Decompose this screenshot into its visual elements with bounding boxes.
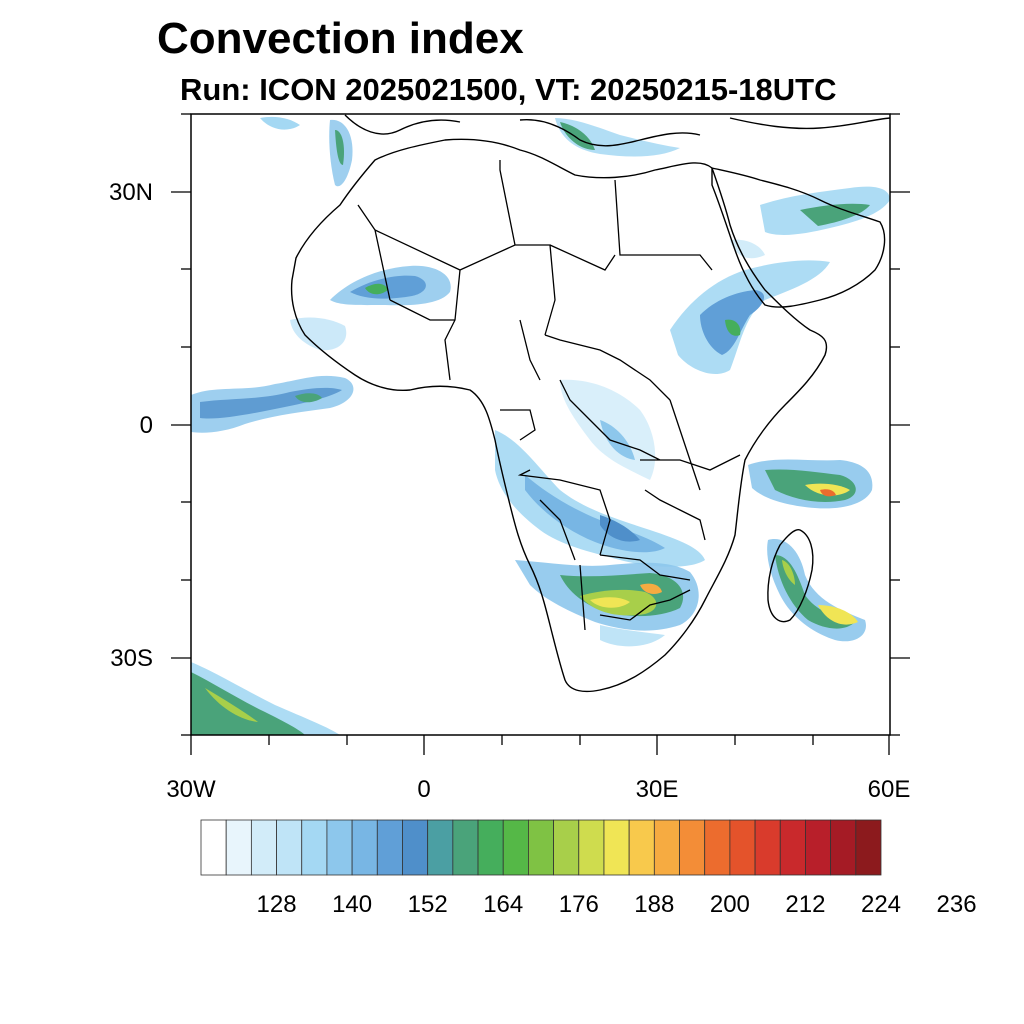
europe-coastline [344,114,890,147]
colorbar-swatch [754,819,781,876]
lat-label-0: 0 [140,412,153,439]
lat-ticks [171,113,910,736]
colorbar-swatch [704,819,731,876]
colorbar-swatch [477,819,504,876]
field-horn-ethiopia [670,260,830,375]
colorbar-swatch [502,819,529,876]
africa-coastline [290,138,828,693]
field-west-equatorial-atlantic [191,375,354,433]
colorbar-label: 212 [785,891,825,918]
colorbar-swatch [376,819,403,876]
country-borders [357,160,741,631]
lat-label-30s: 30S [110,645,153,672]
colorbar-swatch [326,819,353,876]
run-valid-time: Run: ICON 2025021500, VT: 20250215-18UTC [180,72,837,107]
colorbar-swatch [779,819,806,876]
colorbar-label: 224 [861,891,901,918]
field-sahel-west [290,265,451,351]
arabia-coastline [711,167,886,308]
colorbar-swatch [553,819,580,876]
lon-label-30w: 30W [166,776,216,803]
map-title: Convection index [157,14,524,63]
colorbar-label: 176 [559,891,599,918]
colorbar-swatch [200,819,227,876]
lat-label-30n: 30N [109,179,153,206]
colorbar-swatch [679,819,706,876]
colorbar-label: 200 [710,891,750,918]
colorbar-swatch [528,819,554,876]
colorbar-label: 128 [257,891,297,918]
field-arabian-gulf [730,186,890,259]
colorbar: 128 140 152 164 176 188 200 212 224 236 [200,819,977,918]
colorbar-label: 236 [937,891,977,918]
colorbar-swatch [855,819,882,876]
field-botswana-zimbabwe [515,560,699,647]
colorbar-swatch [402,819,429,876]
colorbar-swatch [452,819,479,876]
field-madagascar [767,539,866,642]
lon-label-30e: 30E [636,776,679,803]
field-congo-angola-zambia [495,379,705,567]
colorbar-label: 188 [634,891,674,918]
colorbar-label: 140 [332,891,372,918]
colorbar-swatch [628,819,655,876]
lon-ticks [190,735,890,755]
colorbar-swatch [578,819,605,876]
lon-label-0: 0 [417,776,430,803]
colorbar-swatch [351,819,378,876]
colorbar-swatch [805,819,832,876]
colorbar-swatch [653,819,680,876]
colorbar-swatch [250,819,277,876]
coastlines [290,114,890,693]
colorbar-swatch [830,819,857,876]
madagascar-coastline [767,528,814,623]
lon-label-60e: 60E [868,776,911,803]
colorbar-swatch [427,819,454,876]
colorbar-swatch [225,819,252,876]
field-indian-ocean-east [748,459,873,509]
colorbar-label: 164 [483,891,523,918]
colorbar-label: 152 [408,891,448,918]
colorbar-swatch [276,819,303,876]
field-mediterranean [260,116,680,187]
convection-layer [191,116,890,735]
colorbar-swatch [603,819,630,876]
colorbar-swatch [301,819,328,876]
colorbar-swatch [729,819,756,876]
field-south-atlantic-southwest [191,662,340,735]
